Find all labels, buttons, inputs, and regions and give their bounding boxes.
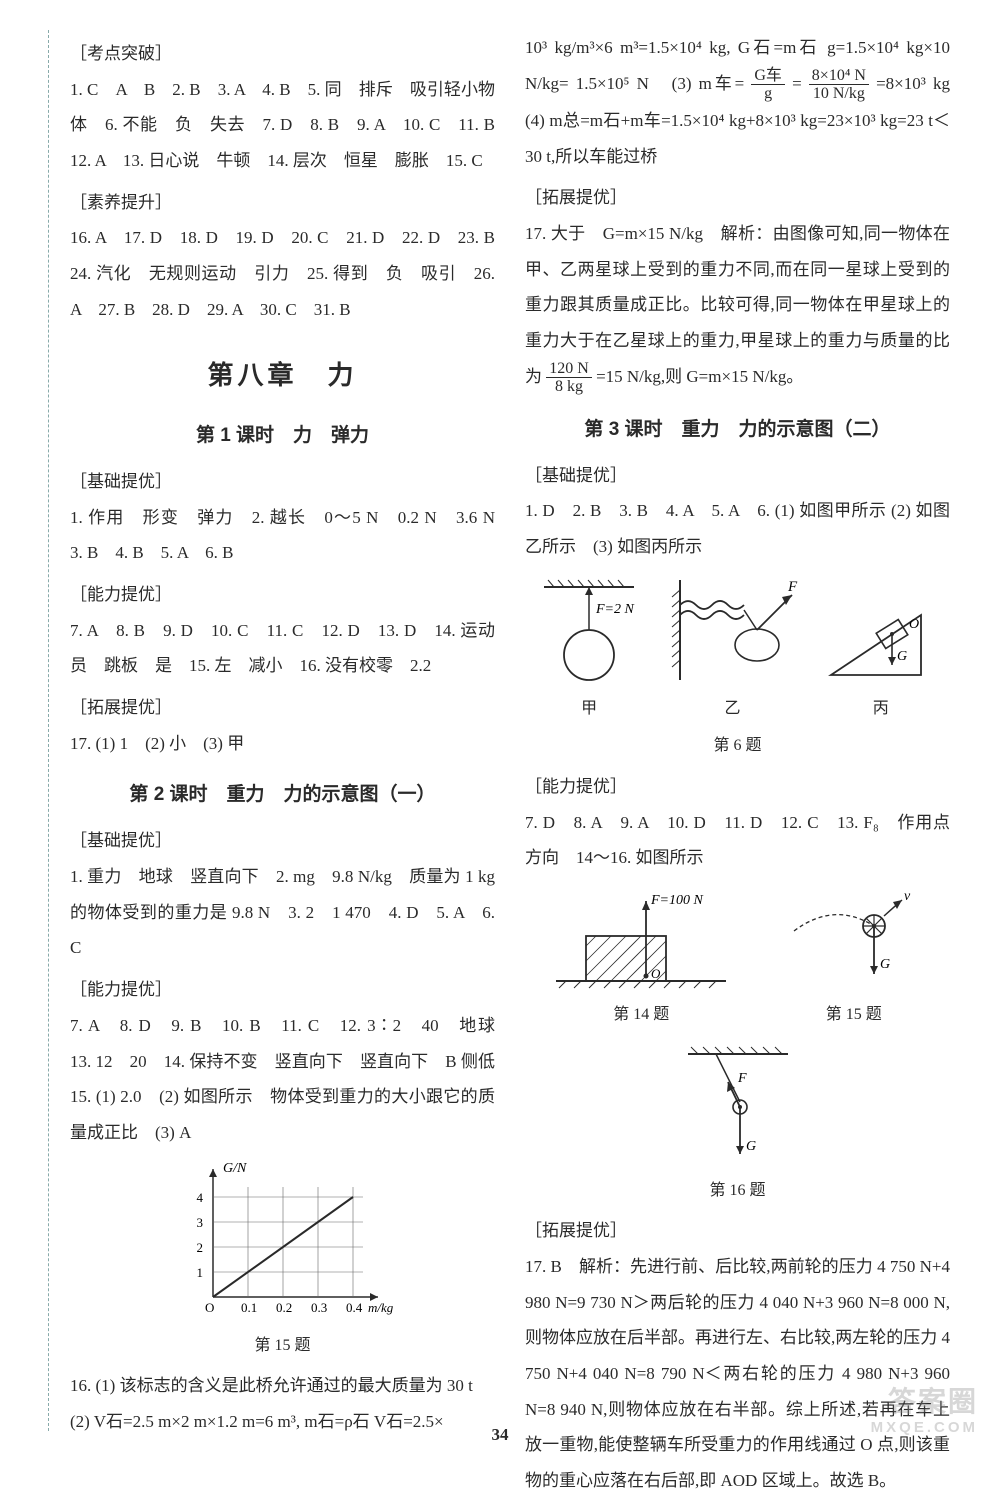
diagram-icon: F G (668, 1042, 808, 1172)
figure-bing: O G 丙 (821, 590, 941, 726)
diagram-icon: G v (784, 886, 924, 996)
right-column: 10³ kg/m³×6 m³=1.5×10⁴ kg, G石=m石 g=1.5×1… (525, 30, 950, 1499)
graph-q15: G/N 1 2 3 4 O 0.1 0.2 0.3 0.4 m/kg 第 15 … (70, 1157, 495, 1363)
svg-text:F: F (787, 579, 798, 595)
diagram-icon: O G (821, 590, 941, 690)
svg-text:0.2: 0.2 (276, 1300, 292, 1315)
fraction: G车g (751, 67, 785, 103)
figure-caption: 第 14 题 (613, 998, 669, 1032)
answers-block: 17. (1) 1 (2) 小 (3) 甲 (70, 726, 495, 762)
watermark: 答案圈 MXQE.COM (871, 1385, 978, 1437)
answers-block: 1. 作用 形变 弹力 2. 越长 0～5 N 0.2 N 3.6 N 3. B… (70, 500, 495, 571)
answers-block: 17. B 解析：先进行前、后比较,两前轮的压力 4 750 N+4 980 N… (525, 1249, 950, 1499)
section-label: ［基础提优］ (525, 458, 950, 494)
figure-label: 乙 (724, 692, 740, 726)
figure-label: 甲 (581, 692, 597, 726)
text-run: = (792, 74, 802, 93)
page-dotted-margin (48, 30, 49, 1431)
figure-caption: 第 15 题 (254, 1329, 310, 1363)
answers-block: 16. (1) 该标志的含义是此桥允许通过的最大质量为 30 t (70, 1368, 495, 1404)
answers-block: 7. D 8. A 9. A 10. D 11. D 12. C 13. F₈ … (525, 805, 950, 876)
figure-caption: 第 15 题 (826, 998, 882, 1032)
left-column: ［考点突破］ 1. C A B 2. B 3. A 4. B 5. 同 排斥 吸… (70, 30, 495, 1499)
lesson-title: 第 1 课时 力 弹力 (70, 416, 495, 456)
svg-text:O: O (909, 617, 919, 632)
figure-q16: F G 第 16 题 (668, 1042, 808, 1208)
figure-caption: 第 6 题 (525, 729, 950, 763)
svg-text:G/N: G/N (223, 1161, 247, 1176)
svg-text:4: 4 (196, 1190, 203, 1205)
diagram-icon: F=100 N O (551, 886, 731, 996)
watermark-sub: MXQE.COM (871, 1419, 978, 1437)
svg-text:0.4: 0.4 (346, 1300, 363, 1315)
figure-row-q6: F=2 N 甲 F 乙 (525, 575, 950, 726)
page-number: 34 (0, 1417, 1000, 1453)
section-label: ［基础提优］ (70, 464, 495, 500)
line-chart-icon: G/N 1 2 3 4 O 0.1 0.2 0.3 0.4 m/kg (173, 1157, 393, 1327)
figure-label: 丙 (873, 692, 889, 726)
figure-row-q16: F G 第 16 题 (525, 1042, 950, 1208)
section-label: ［基础提优］ (70, 823, 495, 859)
figure-caption: 第 16 题 (709, 1174, 765, 1208)
fraction: 120 N8 kg (546, 360, 592, 396)
lesson-title: 第 3 课时 重力 力的示意图（二） (525, 410, 950, 450)
diagram-icon: F=2 N (534, 575, 644, 690)
section-label: ［能力提优］ (70, 972, 495, 1008)
answers-block: 7. A 8. B 9. D 10. C 11. C 12. D 13. D 1… (70, 613, 495, 684)
answers-block: 17. 大于 G=m×15 N/kg 解析：由图像可知,同一物体在甲、乙两星球上… (525, 216, 950, 396)
section-label: ［能力提优］ (525, 769, 950, 805)
two-column-layout: ［考点突破］ 1. C A B 2. B 3. A 4. B 5. 同 排斥 吸… (70, 30, 950, 1499)
answers-block: 7. A 8. D 9. B 10. B 11. C 12. 3∶2 40 地球… (70, 1008, 495, 1151)
svg-text:v: v (904, 889, 911, 904)
answers-block: 16. A 17. D 18. D 19. D 20. C 21. D 22. … (70, 220, 495, 327)
answers-block: 1. 重力 地球 竖直向下 2. mg 9.8 N/kg 质量为 1 kg的物体… (70, 859, 495, 966)
answers-block: 10³ kg/m³×6 m³=1.5×10⁴ kg, G石=m石 g=1.5×1… (525, 30, 950, 174)
svg-text:F=2 N: F=2 N (595, 602, 634, 617)
figure-row-q1415: F=100 N O 第 14 题 G (525, 886, 950, 1032)
svg-text:G: G (746, 1139, 756, 1154)
answers-block: 1. C A B 2. B 3. A 4. B 5. 同 排斥 吸引轻小物体 6… (70, 72, 495, 179)
figure-q15: G v 第 15 题 (784, 886, 924, 1032)
figure-jia: F=2 N 甲 (534, 575, 644, 726)
svg-text:2: 2 (196, 1240, 203, 1255)
section-label: ［考点突破］ (70, 36, 495, 72)
figure-q14: F=100 N O 第 14 题 (551, 886, 731, 1032)
diagram-icon: F (662, 575, 802, 690)
figure-yi: F 乙 (662, 575, 802, 726)
svg-text:0.1: 0.1 (241, 1300, 257, 1315)
answers-block: 1. D 2. B 3. B 4. A 5. A 6. (1) 如图甲所示 (2… (525, 493, 950, 564)
svg-text:G: G (880, 957, 890, 972)
fraction: 8×10⁴ N10 N/kg (809, 67, 869, 103)
svg-text:F=100 N: F=100 N (650, 893, 703, 908)
section-label: ［素养提升］ (70, 185, 495, 221)
svg-text:3: 3 (196, 1215, 203, 1230)
lesson-title: 第 2 课时 重力 力的示意图（一） (70, 775, 495, 815)
text-run: =15 N/kg,则 G=m×15 N/kg。 (596, 367, 803, 386)
watermark-main: 答案圈 (871, 1385, 978, 1419)
section-label: ［能力提优］ (70, 577, 495, 613)
section-label: ［拓展提优］ (70, 690, 495, 726)
chapter-title: 第八章 力 (70, 348, 495, 403)
section-label: ［拓展提优］ (525, 180, 950, 216)
svg-text:F: F (737, 1071, 747, 1086)
section-label: ［拓展提优］ (525, 1213, 950, 1249)
svg-text:O: O (651, 966, 661, 981)
svg-text:m/kg: m/kg (368, 1300, 393, 1315)
svg-text:G: G (897, 649, 907, 664)
svg-text:O: O (205, 1300, 214, 1315)
svg-text:0.3: 0.3 (311, 1300, 327, 1315)
svg-text:1: 1 (196, 1265, 203, 1280)
